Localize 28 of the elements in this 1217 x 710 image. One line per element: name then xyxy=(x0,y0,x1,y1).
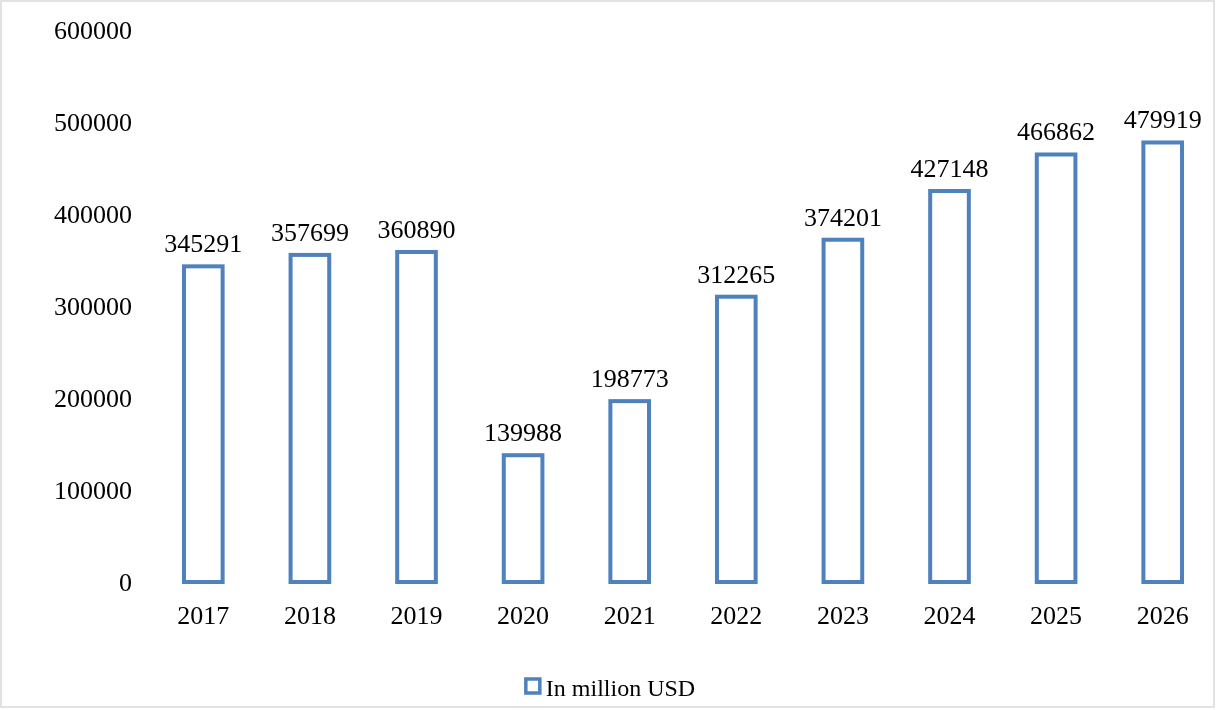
x-tick-label: 2024 xyxy=(923,600,976,630)
data-label: 374201 xyxy=(803,202,882,232)
data-label: 345291 xyxy=(164,229,243,259)
data-label: 312265 xyxy=(697,259,776,289)
x-tick-label: 2019 xyxy=(390,600,443,630)
x-tick-label: 2025 xyxy=(1030,600,1083,630)
data-label: 139988 xyxy=(484,418,563,448)
x-tick-label: 2017 xyxy=(177,600,230,630)
y-tick-label: 500000 xyxy=(54,107,132,137)
data-label: 479919 xyxy=(1123,105,1202,135)
x-tick-label: 2023 xyxy=(816,600,869,630)
y-tick-label: 0 xyxy=(119,567,132,597)
legend-label: In million USD xyxy=(545,675,696,701)
y-tick-label: 600000 xyxy=(54,15,132,45)
y-tick-label: 400000 xyxy=(54,199,132,229)
data-label: 427148 xyxy=(910,154,989,184)
x-tick-label: 2026 xyxy=(1136,600,1189,630)
data-label: 466862 xyxy=(1017,117,1096,147)
data-label: 198773 xyxy=(590,364,669,394)
y-tick-label: 300000 xyxy=(54,291,132,321)
x-tick-label: 2021 xyxy=(603,600,656,630)
data-label: 360890 xyxy=(377,214,456,244)
x-tick-label: 2022 xyxy=(710,600,763,630)
y-tick-label: 200000 xyxy=(54,383,132,413)
data-label: 357699 xyxy=(270,217,349,247)
x-tick-label: 2020 xyxy=(497,600,550,630)
x-tick-label: 2018 xyxy=(283,600,336,630)
y-tick-label: 100000 xyxy=(54,475,132,505)
